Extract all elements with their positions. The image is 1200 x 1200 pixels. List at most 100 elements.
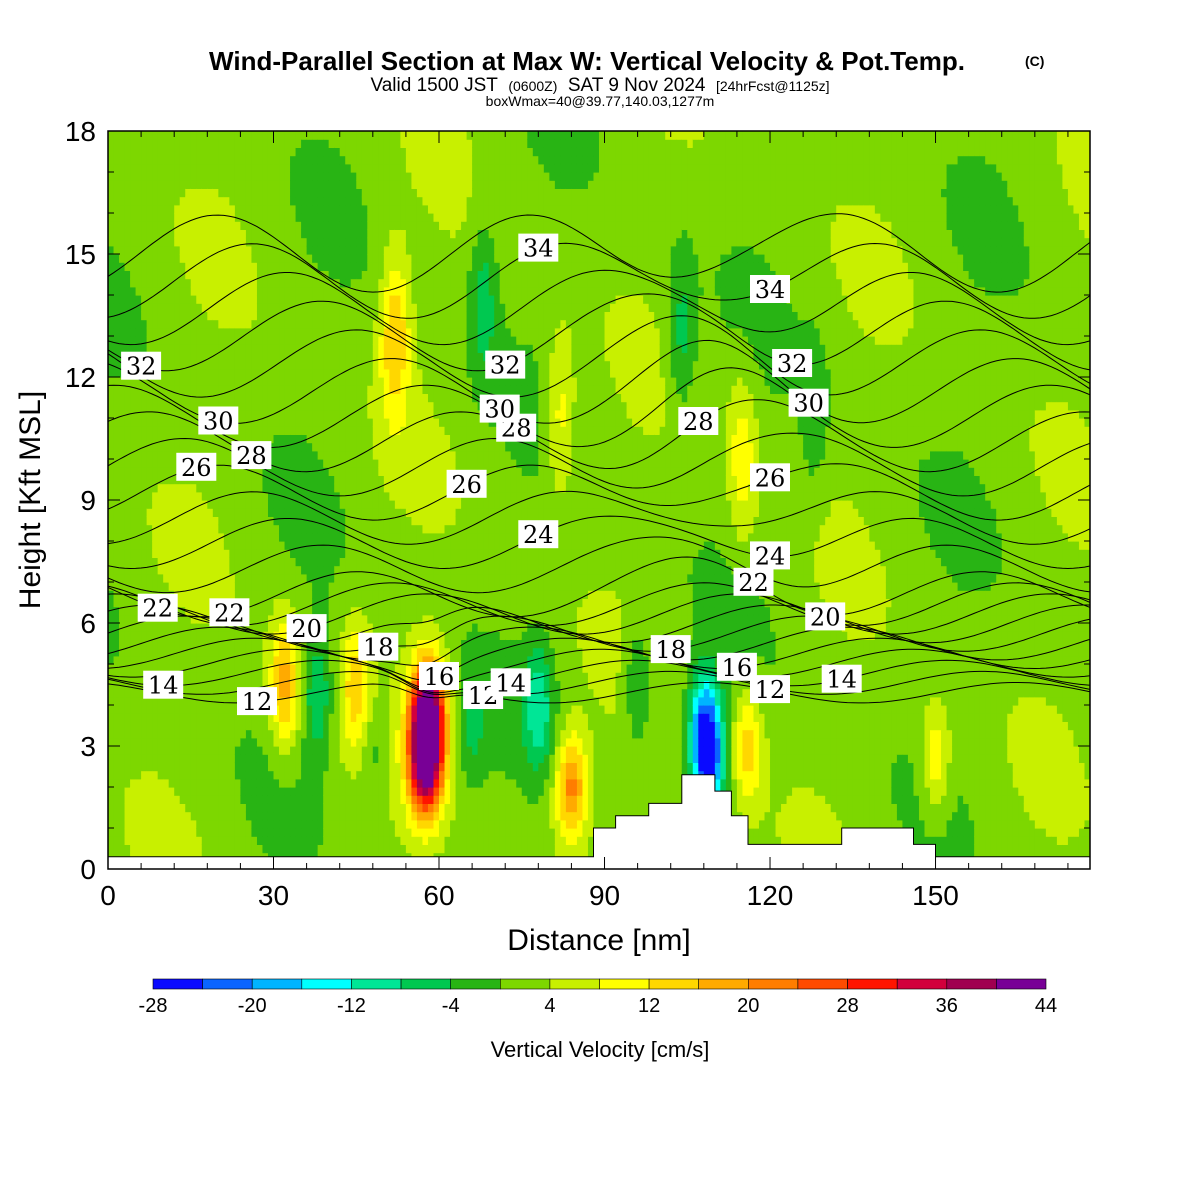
velocity-cell [229, 483, 236, 493]
velocity-cell [356, 434, 363, 444]
velocity-cell [124, 418, 131, 427]
velocity-cell [334, 295, 341, 304]
velocity-cell [130, 688, 137, 698]
velocity-cell [400, 426, 407, 435]
velocity-cell [229, 491, 236, 501]
velocity-cell [394, 204, 401, 214]
velocity-cell [168, 516, 175, 526]
velocity-cell [372, 401, 379, 411]
velocity-cell [168, 336, 175, 345]
velocity-cell [306, 295, 313, 304]
velocity-cell [223, 254, 230, 263]
velocity-cell [400, 180, 407, 189]
velocity-cell [306, 196, 313, 206]
velocity-cell [301, 327, 308, 337]
velocity-cell [185, 286, 192, 296]
velocity-cell [135, 647, 142, 657]
velocity-cell [372, 582, 379, 591]
velocity-cell [168, 721, 175, 731]
velocity-cell [124, 729, 131, 739]
velocity-cell [146, 639, 153, 649]
velocity-cell [334, 344, 341, 353]
velocity-cell [196, 565, 203, 575]
velocity-cell [267, 541, 275, 550]
velocity-cell [201, 844, 208, 854]
velocity-cell [367, 434, 374, 444]
velocity-cell [361, 795, 368, 804]
velocity-cell [262, 180, 269, 189]
velocity-cell [334, 713, 341, 722]
velocity-cell [350, 516, 357, 526]
velocity-cell [245, 532, 253, 542]
velocity-cell [394, 614, 401, 624]
velocity-cell [179, 491, 186, 501]
velocity-cell [284, 778, 291, 788]
velocity-cell [152, 770, 159, 780]
velocity-cell [295, 729, 302, 739]
velocity-cell [245, 344, 253, 353]
velocity-cell [405, 483, 413, 493]
velocity-cell [350, 590, 357, 599]
velocity-cell [168, 213, 175, 222]
velocity-cell [190, 631, 197, 640]
velocity-cell [394, 762, 401, 772]
velocity-cell [240, 573, 247, 583]
velocity-cell [229, 172, 236, 181]
velocity-cell [372, 286, 379, 296]
velocity-cell [279, 483, 286, 493]
velocity-cell [201, 229, 208, 239]
velocity-cell [207, 147, 214, 157]
velocity-cell [328, 778, 335, 788]
velocity-cell [207, 746, 214, 755]
velocity-cell [130, 262, 137, 271]
velocity-cell [279, 541, 286, 550]
velocity-cell [400, 467, 407, 476]
velocity-cell [273, 500, 280, 509]
velocity-cell [229, 565, 236, 575]
velocity-cell [405, 541, 413, 550]
velocity-cell [218, 237, 225, 247]
velocity-cell [273, 459, 280, 468]
velocity-cell [223, 795, 230, 804]
velocity-cell [251, 327, 258, 337]
velocity-cell [328, 598, 335, 608]
velocity-cell [234, 754, 242, 763]
velocity-cell [350, 418, 357, 427]
velocity-cell [306, 319, 313, 329]
velocity-cell [267, 524, 275, 534]
velocity-cell [273, 483, 280, 493]
velocity-cell [367, 737, 374, 747]
velocity-cell [124, 565, 131, 575]
velocity-cell [113, 516, 120, 526]
velocity-cell [334, 303, 341, 312]
velocity-cell [240, 631, 247, 640]
velocity-cell [367, 368, 374, 378]
velocity-cell [196, 163, 203, 173]
velocity-cell [256, 467, 264, 476]
velocity-cell [328, 787, 335, 796]
velocity-cell [301, 565, 308, 575]
velocity-cell [108, 819, 115, 829]
velocity-cell [334, 483, 341, 493]
velocity-cell [339, 778, 346, 788]
velocity-cell [152, 705, 159, 714]
velocity-cell [394, 360, 401, 370]
velocity-cell [339, 131, 346, 140]
velocity-cell [108, 762, 115, 772]
velocity-cell [201, 377, 208, 386]
velocity-cell [251, 672, 258, 681]
velocity-cell [405, 491, 413, 501]
velocity-cell [223, 647, 230, 657]
velocity-cell [146, 696, 153, 706]
velocity-cell [394, 262, 401, 271]
velocity-cell [196, 770, 203, 780]
velocity-cell [130, 139, 137, 148]
velocity-cell [394, 664, 401, 673]
velocity-cell [190, 147, 197, 157]
velocity-cell [245, 778, 253, 788]
velocity-cell [389, 336, 396, 345]
velocity-cell [113, 532, 120, 542]
velocity-cell [207, 573, 214, 583]
velocity-cell [157, 565, 164, 575]
velocity-cell [284, 696, 291, 706]
